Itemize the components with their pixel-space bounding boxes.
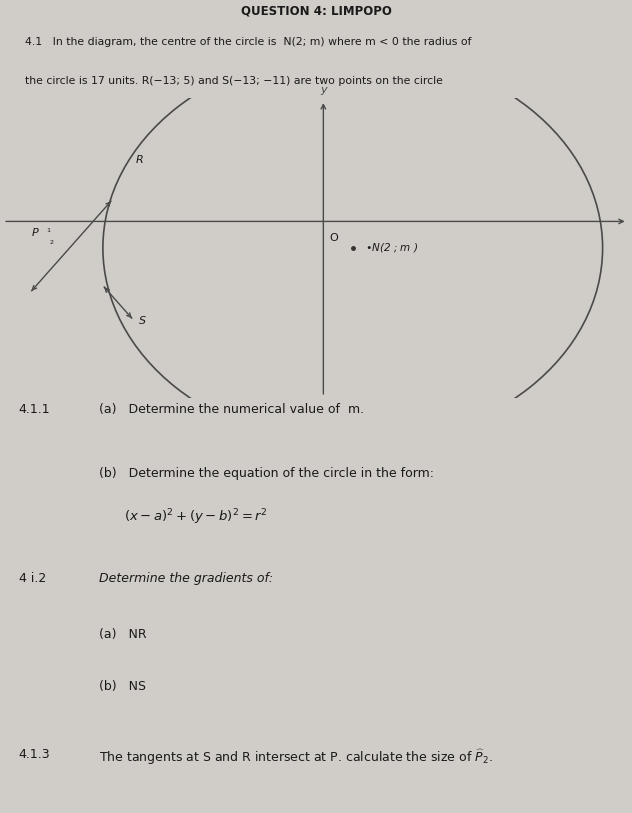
Text: QUESTION 4: LIMPOPO: QUESTION 4: LIMPOPO (241, 5, 391, 18)
Text: (b)   NS: (b) NS (99, 680, 147, 693)
Text: 4 i.2: 4 i.2 (19, 572, 46, 585)
Text: 4.1.3: 4.1.3 (19, 748, 51, 761)
Text: $_2$: $_2$ (49, 238, 54, 247)
Text: Determine the gradients of:: Determine the gradients of: (99, 572, 274, 585)
Text: $\bullet$N(2 ; m ): $\bullet$N(2 ; m ) (365, 241, 419, 254)
Text: P: P (32, 228, 39, 238)
Text: (a)   Determine the numerical value of  m.: (a) Determine the numerical value of m. (99, 403, 365, 416)
Text: 4.1   In the diagram, the centre of the circle is  N(2; m) where m < 0 the radiu: 4.1 In the diagram, the centre of the ci… (25, 37, 471, 47)
Text: $(x-a)^2+(y-b)^2=r^2$: $(x-a)^2+(y-b)^2=r^2$ (124, 507, 268, 527)
Text: (b)   Determine the equation of the circle in the form:: (b) Determine the equation of the circle… (99, 467, 434, 480)
Text: R: R (135, 155, 143, 165)
Text: S: S (138, 315, 146, 326)
Text: The tangents at S and R intersect at P. calculate the size of $\widehat{P}_2$.: The tangents at S and R intersect at P. … (99, 748, 493, 767)
Text: $_1$: $_1$ (46, 226, 51, 235)
Text: the circle is 17 units. R(−13; 5) and S(−13; −11) are two points on the circle: the circle is 17 units. R(−13; 5) and S(… (25, 76, 443, 86)
Text: y: y (320, 85, 327, 94)
Text: (a)   NR: (a) NR (99, 628, 147, 641)
Text: O: O (330, 233, 338, 243)
Text: 4.1.1: 4.1.1 (19, 403, 51, 416)
